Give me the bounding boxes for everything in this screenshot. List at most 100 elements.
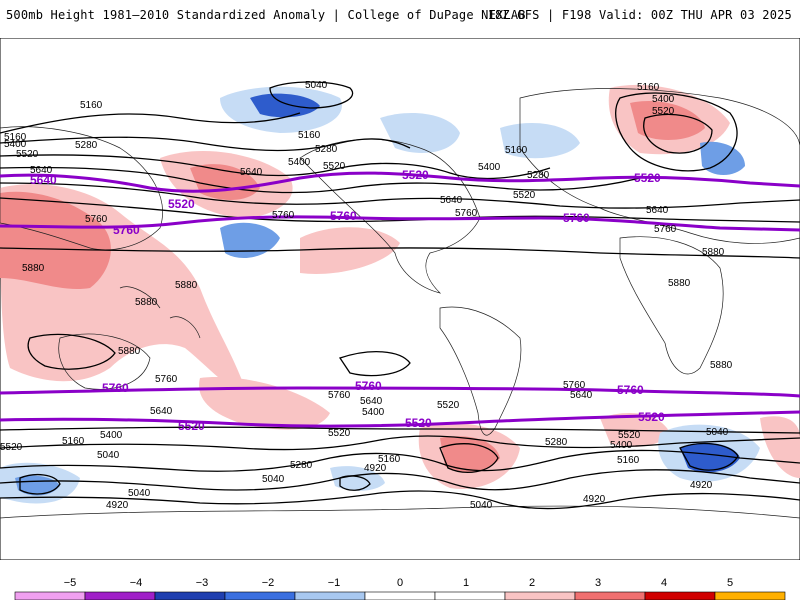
- highlight-contours: [0, 171, 800, 428]
- contour-label: 5040: [706, 427, 729, 438]
- contour-label: 5640: [646, 205, 669, 216]
- contour-label: 5640: [150, 406, 173, 417]
- north-america-outline: [299, 138, 481, 294]
- contour-label: 5640: [440, 195, 463, 206]
- colorbar-swatches: [14, 591, 786, 600]
- contour-label: 5640: [30, 165, 53, 176]
- contour-label: 5280: [315, 144, 338, 155]
- contour-label: 5520: [437, 400, 460, 411]
- contour-label: 5520: [618, 430, 641, 441]
- contour-5760-south: [0, 386, 800, 398]
- colorbar-tick-label: 0: [397, 577, 403, 589]
- colorbar-tick-label: 2: [529, 577, 535, 589]
- contour-label: 5520: [323, 161, 346, 172]
- negative-anomaly-russia: [700, 141, 745, 175]
- highlight-label: 5520: [168, 197, 195, 211]
- contour-label: 5400: [362, 407, 385, 418]
- contour-label: 5760: [563, 380, 586, 391]
- highlight-label-5760-south-east: 5760: [617, 383, 644, 397]
- contour-label: 5040: [262, 474, 285, 485]
- contour-label: 5520: [16, 149, 39, 160]
- positive-anomaly-southwest-pacific: [199, 377, 330, 430]
- contour-label: 5400: [610, 440, 633, 451]
- highlight-label: 5520: [634, 171, 661, 185]
- contour-label: 5760: [155, 374, 178, 385]
- contour-label: 5280: [527, 170, 550, 181]
- colorbar-swatch: [714, 591, 786, 600]
- contour-5520-north: [0, 171, 800, 193]
- contour-label: 5280: [290, 460, 313, 471]
- colorbar-tick-label: −5: [64, 577, 77, 589]
- contour-label: 5400: [652, 94, 675, 105]
- positive-anomaly-midpacific: [300, 227, 400, 274]
- highlight-label: 5760: [330, 209, 357, 223]
- positive-anomaly-south-pacific-core: [440, 436, 500, 472]
- highlight-label: 5760: [563, 211, 590, 225]
- negative-anomaly-southern-ocean-east-core: [680, 442, 740, 473]
- contour-label: 5400: [4, 139, 27, 150]
- highlight-label: 5760: [102, 381, 129, 395]
- contour-label: 5280: [545, 437, 568, 448]
- colorbar-swatch: [434, 591, 506, 600]
- south-america-outline: [439, 306, 522, 436]
- contour-label: 5640: [360, 396, 383, 407]
- contour-label: 5880: [135, 297, 158, 308]
- colorbar-swatch: [294, 591, 366, 600]
- contour-label: 5640: [240, 167, 263, 178]
- contour-label: 5520: [652, 106, 675, 117]
- contour-label: 4920: [364, 463, 387, 474]
- contour-label: 5160: [80, 100, 103, 111]
- colorbar-swatch: [504, 591, 576, 600]
- contour-label: 5160: [637, 82, 660, 93]
- height-contours: [0, 81, 800, 510]
- colorbar-swatch: [224, 591, 296, 600]
- contour-label: 5040: [305, 80, 328, 91]
- colorbar-tick-label: −3: [196, 577, 209, 589]
- colorbar-tick-label: −4: [130, 577, 143, 589]
- contour-label: 5880: [175, 280, 198, 291]
- colorbar-tick-label: 4: [661, 577, 667, 589]
- colorbar-tick-label: 1: [463, 577, 469, 589]
- negative-anomaly-central-pacific: [220, 222, 280, 258]
- contour-label: 4920: [583, 494, 606, 505]
- colorbar-swatch: [574, 591, 646, 600]
- negative-anomaly-canada: [380, 113, 460, 153]
- contour-label: 5160: [62, 436, 85, 447]
- eurasia-outline: [519, 88, 800, 244]
- contour-label: 5880: [710, 360, 733, 371]
- map-title: 500mb Height 1981–2010 Standardized Anom…: [6, 8, 526, 22]
- model-run-label: 18Z GFS | F198 Valid: 00Z THU APR 03 202…: [487, 8, 792, 22]
- positive-anomaly-asia-core: [0, 191, 111, 290]
- contour-labels: 5040 5160 5160 5400 5520 5280 5160 5280 …: [0, 80, 733, 511]
- colorbar-tick-label: 3: [595, 577, 601, 589]
- maritime-islands: [119, 286, 201, 339]
- highlight-label: 5760: [113, 223, 140, 237]
- anomaly-map: 5040 5160 5160 5400 5520 5280 5160 5280 …: [0, 38, 800, 560]
- negative-anomaly-south-pacific-small: [330, 466, 385, 491]
- antarctica-outline: [0, 505, 800, 519]
- highlight-label: 5520: [402, 168, 429, 182]
- highlight-label: 5520: [638, 410, 665, 424]
- contour-label: 5520: [0, 442, 23, 453]
- contour-5520-south: [0, 410, 800, 428]
- contour-label: 5400: [478, 162, 501, 173]
- colorbar-tick-label: 5: [727, 577, 733, 589]
- contour-label: 5640: [570, 390, 593, 401]
- colorbar-swatch: [644, 591, 716, 600]
- highlight-label: 5760: [355, 379, 382, 393]
- contour-label: 4920: [106, 500, 129, 511]
- contour-label: 5520: [513, 190, 536, 201]
- negative-anomaly-north-pacific-core: [250, 93, 320, 118]
- contour-label: 5280: [75, 140, 98, 151]
- highlight-label: 5520: [405, 416, 432, 430]
- contour-label: 5040: [128, 488, 151, 499]
- colorbar-tick-label: −2: [262, 577, 275, 589]
- contour-label: 5160: [298, 130, 321, 141]
- contour-label: 5760: [85, 214, 108, 225]
- highlight-label: 5640: [30, 173, 57, 187]
- header-bar: 500mb Height 1981–2010 Standardized Anom…: [0, 0, 800, 38]
- contour-label: 5040: [97, 450, 120, 461]
- colorbar-swatch: [154, 591, 226, 600]
- contour-label: 5880: [702, 247, 725, 258]
- contour-label: 5400: [100, 430, 123, 441]
